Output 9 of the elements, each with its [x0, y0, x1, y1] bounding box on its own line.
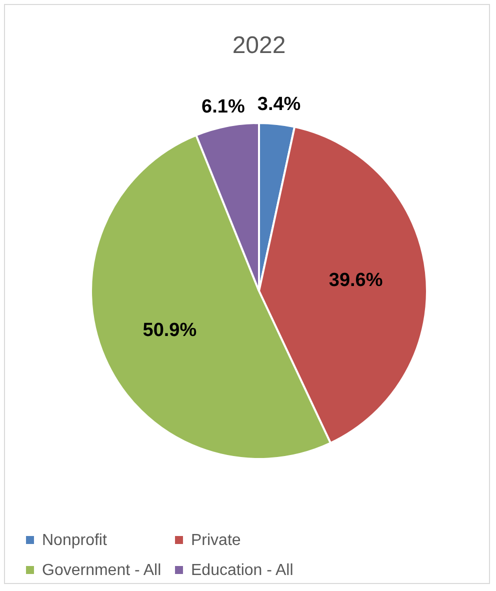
legend-label: Education - All: [191, 562, 294, 579]
data-label: 50.9%: [142, 320, 197, 341]
legend-label: Nonprofit: [42, 532, 108, 549]
data-label: 3.4%: [257, 94, 301, 116]
legend-label: Government - All: [42, 562, 162, 579]
data-label: 6.1%: [202, 96, 245, 118]
chart-title: 2022: [232, 32, 286, 59]
data-label: 39.6%: [328, 270, 383, 292]
legend-label: Private: [191, 532, 241, 549]
